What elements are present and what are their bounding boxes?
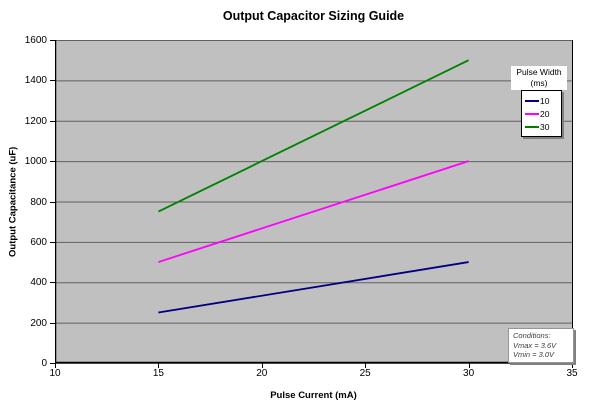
legend-entry-label: 30 [540,121,550,132]
y-tick-mark-800 [50,201,55,203]
series-line-20 [158,160,469,263]
x-tick-label-10: 10 [49,368,61,379]
y-tick-mark-1600 [50,40,55,41]
x-axis-title: Pulse Current (mA) [270,390,357,401]
y-tick-mark-1400 [50,80,55,82]
y-tick-label-600: 600 [30,236,47,248]
conditions-box: Conditions: Vmax = 3.6V Vmin = 3.0V [508,328,574,363]
y-tick-mark-600 [50,241,55,243]
x-tick-mark-35 [572,363,573,368]
legend-entry-label: 20 [540,108,550,119]
y-tick-mark-1200 [50,120,55,122]
y-tick-mark-200 [50,322,55,324]
y-tick-label-1400: 1400 [24,75,47,87]
legend-title: Pulse Width (ms) [511,66,567,90]
legend-swatch-10 [525,99,539,102]
legend-swatch-30 [525,125,539,128]
legend-entry-10: 10 [525,94,559,107]
legend-entry-30: 30 [525,120,559,133]
x-tick-label-15: 15 [152,368,164,379]
series-line-10 [158,261,469,314]
x-tick-label-20: 20 [256,368,268,379]
conditions-line-1: Vmax = 3.6V [513,340,557,350]
y-tick-label-800: 800 [30,196,47,208]
y-tick-label-1600: 1600 [24,35,47,46]
legend: 10 20 30 [521,90,562,137]
x-tick-mark-10 [55,363,56,368]
x-tick-mark-20 [261,363,263,368]
x-tick-label-25: 25 [359,368,371,379]
y-tick-label-400: 400 [30,277,47,289]
y-tick-label-0: 0 [41,358,47,369]
conditions-line-0: Conditions: [513,331,551,340]
x-tick-mark-15 [158,363,160,368]
conditions-line-2: Vmin = 3.0V [513,350,555,359]
y-tick-mark-0 [50,363,55,364]
x-tick-mark-30 [468,363,470,368]
legend-entry-20: 20 [525,107,559,120]
chart-title: Output Capacitor Sizing Guide [222,9,405,23]
series-line-30 [158,59,469,213]
y-tick-label-1000: 1000 [24,156,47,168]
y-tick-mark-400 [50,282,55,284]
legend-title-line2: (ms) [530,78,548,88]
y-tick-label-200: 200 [30,317,47,329]
x-tick-label-35: 35 [566,368,578,379]
plot-area [55,40,573,364]
y-tick-mark-1000 [50,161,55,163]
x-tick-label-30: 30 [463,368,475,379]
x-tick-mark-25 [365,363,367,368]
legend-title-line1: Pulse Width [516,67,562,77]
legend-entry-label: 10 [540,95,550,106]
y-tick-label-1200: 1200 [24,115,47,127]
legend-swatch-20 [525,112,539,115]
